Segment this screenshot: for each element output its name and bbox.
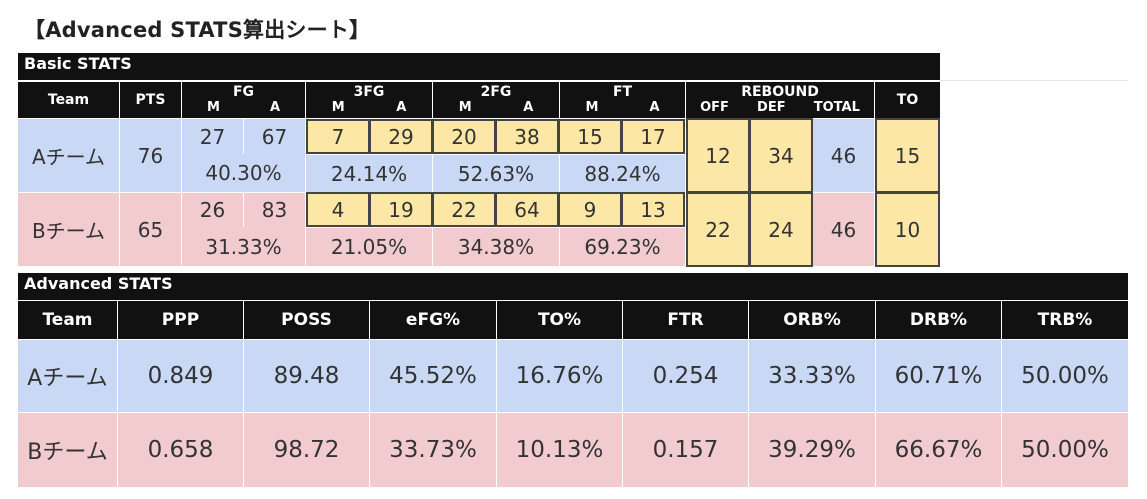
header-2fg-m: M: [458, 100, 472, 115]
header-fg: FG: [232, 84, 255, 100]
adv-trb: 50.00%: [1002, 413, 1128, 487]
adv-team-name: Aチーム: [18, 340, 117, 412]
header-ft-m: M: [585, 100, 599, 115]
header-ft-group: FT M A: [560, 82, 685, 118]
advanced-stats-section-bar: Advanced STATS: [18, 273, 1128, 300]
turnover-input[interactable]: 10: [875, 192, 940, 267]
header-3fg-m: M: [331, 100, 345, 115]
basic-stats-label: Basic STATS: [24, 54, 132, 73]
fg-attempted: 83: [244, 193, 305, 227]
adv-drb: 60.71%: [876, 340, 1001, 412]
adv-orb: 39.29%: [749, 413, 875, 487]
header-fg-a: A: [269, 100, 280, 115]
header-rebound-def: DEF: [757, 100, 786, 115]
adv-poss: 98.72: [244, 413, 369, 487]
team-name: Aチーム: [18, 119, 119, 192]
adv-efg: 45.52%: [370, 340, 496, 412]
header-to: TO: [875, 82, 940, 118]
adv-drb: 66.67%: [876, 413, 1001, 487]
fg-percentage: 31.33%: [182, 227, 305, 266]
adv-header-poss: POSS: [244, 301, 369, 339]
ft-attempted-input[interactable]: 13: [621, 192, 685, 227]
header-2fg-a: A: [523, 100, 534, 115]
header-team: Team: [18, 82, 119, 118]
ft-percentage: 69.23%: [560, 228, 685, 266]
basic-stats-section-bar: Basic STATS: [18, 53, 940, 80]
adv-ftr: 0.254: [623, 340, 748, 412]
ft-attempted-input[interactable]: 17: [621, 119, 685, 154]
adv-header-ppp: PPP: [118, 301, 243, 339]
header-2fg: 2FG: [480, 84, 512, 100]
adv-ppp: 0.849: [118, 340, 243, 412]
adv-team-name: Bチーム: [18, 413, 117, 487]
off-rebound-input[interactable]: 12: [686, 118, 750, 193]
2fg-percentage: 34.38%: [433, 228, 559, 266]
adv-header-orb: ORB%: [749, 301, 875, 339]
advanced-stats-label: Advanced STATS: [24, 274, 173, 293]
def-rebound-input[interactable]: 34: [749, 118, 813, 193]
header-ft-a: A: [649, 100, 660, 115]
adv-to-pct: 10.13%: [497, 413, 622, 487]
pts-value: 76: [120, 119, 181, 192]
fg-made: 26: [182, 193, 243, 227]
adv-to-pct: 16.76%: [497, 340, 622, 412]
3fg-attempted-input[interactable]: 19: [369, 192, 433, 227]
total-rebound: 46: [813, 119, 874, 192]
header-pts: PTS: [120, 82, 181, 118]
ft-percentage: 88.24%: [560, 155, 685, 192]
fg-made: 27: [182, 119, 243, 154]
header-fg-m: M: [207, 100, 220, 115]
3fg-attempted-input[interactable]: 29: [369, 119, 433, 154]
header-fg-group: FG M A: [182, 82, 305, 118]
divider: [940, 80, 1128, 81]
adv-poss: 89.48: [244, 340, 369, 412]
header-3fg-a: A: [396, 100, 407, 115]
2fg-made-input[interactable]: 22: [432, 192, 496, 227]
pts-value: 65: [120, 193, 181, 266]
header-rebound-total: TOTAL: [813, 100, 860, 115]
turnover-input[interactable]: 15: [875, 118, 940, 193]
page-title: 【Advanced STATS算出シート】: [24, 18, 371, 42]
adv-header-drb: DRB%: [876, 301, 1001, 339]
header-3fg: 3FG: [353, 84, 385, 100]
2fg-attempted-input[interactable]: 64: [495, 192, 559, 227]
header-3fg-group: 3FG M A: [306, 82, 432, 118]
adv-header-efg: eFG%: [370, 301, 496, 339]
2fg-made-input[interactable]: 20: [432, 119, 496, 154]
adv-ppp: 0.658: [118, 413, 243, 487]
header-rebound: REBOUND: [741, 84, 819, 100]
adv-header-trb: TRB%: [1002, 301, 1128, 339]
header-2fg-group: 2FG M A: [433, 82, 559, 118]
adv-ftr: 0.157: [623, 413, 748, 487]
2fg-percentage: 52.63%: [433, 155, 559, 192]
def-rebound-input[interactable]: 24: [749, 192, 813, 267]
header-rebound-group: REBOUND OFF DEF TOTAL: [686, 82, 874, 118]
header-ft: FT: [612, 84, 633, 100]
adv-efg: 33.73%: [370, 413, 496, 487]
3fg-made-input[interactable]: 7: [306, 119, 370, 154]
fg-attempted: 67: [244, 119, 305, 154]
ft-made-input[interactable]: 15: [558, 119, 622, 154]
header-rebound-off: OFF: [700, 100, 729, 115]
adv-header-to-pct: TO%: [497, 301, 622, 339]
adv-header-ftr: FTR: [623, 301, 748, 339]
adv-trb: 50.00%: [1002, 340, 1128, 412]
3fg-made-input[interactable]: 4: [306, 192, 370, 227]
ft-made-input[interactable]: 9: [558, 192, 622, 227]
adv-header-team: Team: [18, 301, 117, 339]
3fg-percentage: 24.14%: [306, 155, 432, 192]
total-rebound: 46: [813, 193, 874, 266]
adv-orb: 33.33%: [749, 340, 875, 412]
fg-percentage: 40.30%: [182, 154, 305, 192]
team-name: Bチーム: [18, 193, 119, 266]
3fg-percentage: 21.05%: [306, 228, 432, 266]
off-rebound-input[interactable]: 22: [686, 192, 750, 267]
2fg-attempted-input[interactable]: 38: [495, 119, 559, 154]
